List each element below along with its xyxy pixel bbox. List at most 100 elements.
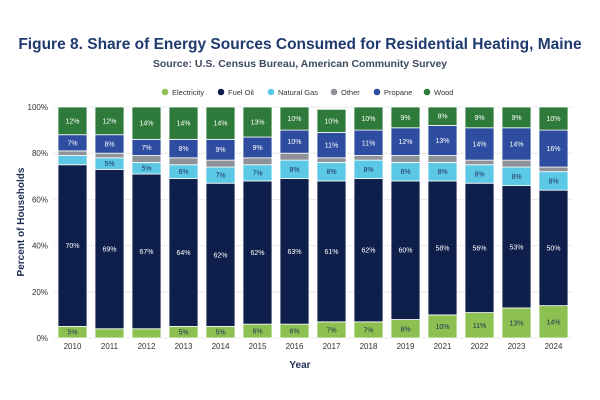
bar-segment — [464, 106, 495, 129]
bar-segment — [94, 328, 125, 339]
bar-segment — [316, 180, 347, 323]
legend-label: Wood — [434, 88, 453, 97]
data-label: 5% — [141, 166, 151, 173]
bar-segment — [316, 132, 347, 159]
data-label: 10% — [324, 118, 338, 125]
y-tick-label: 80% — [32, 149, 48, 158]
y-tick-label: 0% — [36, 334, 48, 343]
x-tick-label: 2014 — [212, 342, 230, 351]
data-label: 14% — [509, 141, 523, 148]
data-label: 63% — [287, 249, 301, 256]
x-axis-title: Year — [289, 360, 310, 371]
x-axis-ticks: 2010 2011 2012 2013 2014 2015 2016 2017 2018 2019… — [64, 342, 563, 351]
chart-subtitle: Source: U.S. Census Bureau, American Com… — [152, 58, 448, 70]
bar-segment — [94, 168, 125, 330]
data-label: 8% — [511, 174, 521, 181]
y-axis-ticks: 0% 20% 40% 60% 80% 100% — [28, 103, 48, 343]
x-tick-label: 2013 — [175, 342, 193, 351]
data-label: 9% — [215, 147, 225, 154]
legend-marker — [217, 88, 225, 96]
legend-label: Fuel Oil — [228, 88, 254, 97]
data-label: 12% — [65, 118, 79, 125]
bar-segment — [57, 150, 88, 156]
chart-title: Figure 8. Share of Energy Sources Consum… — [18, 36, 582, 53]
x-tick-label: 2024 — [545, 342, 563, 351]
data-label: 13% — [509, 320, 523, 327]
bar-segment — [316, 157, 347, 163]
bar-segment — [168, 106, 199, 140]
data-label: 9% — [252, 145, 262, 152]
bar-segment — [279, 152, 310, 161]
bar-segment — [168, 178, 199, 327]
bar-segment — [205, 106, 236, 140]
bar-segment — [501, 185, 532, 309]
data-label: 10% — [287, 139, 301, 146]
x-tick-label: 2011 — [101, 342, 119, 351]
data-label: 6% — [252, 329, 262, 336]
bar-segment — [242, 180, 273, 325]
bar-segment — [464, 159, 495, 166]
x-tick-label: 2021 — [434, 342, 452, 351]
legend-marker — [330, 88, 338, 96]
bar-segment — [353, 106, 384, 131]
data-label: 5% — [215, 330, 225, 337]
data-label: 64% — [176, 250, 190, 257]
bar-segment — [57, 164, 88, 327]
y-tick-label: 40% — [32, 242, 48, 251]
data-label: 67% — [139, 249, 153, 256]
data-label: 56% — [472, 245, 486, 252]
data-label: 14% — [139, 121, 153, 128]
data-label: 11% — [362, 140, 376, 147]
bar-segment — [390, 106, 421, 129]
bar-segment — [501, 106, 532, 129]
bar-segment — [427, 180, 458, 316]
data-label: 7% — [252, 170, 262, 177]
legend-label: Other — [341, 88, 360, 97]
bar-segment — [464, 127, 495, 161]
data-label: 8% — [178, 146, 188, 153]
data-label: 8% — [326, 169, 336, 176]
bar-segment — [168, 157, 199, 166]
bar-segment — [316, 108, 347, 133]
bar-segment — [390, 155, 421, 163]
data-label: 7% — [67, 140, 77, 147]
data-label: 9% — [474, 115, 484, 122]
data-label: 8% — [474, 171, 484, 178]
x-tick-label: 2015 — [249, 342, 267, 351]
data-label: 9% — [400, 115, 410, 122]
bar-segment — [538, 129, 569, 168]
y-tick-label: 100% — [28, 103, 48, 112]
data-label: 8% — [363, 167, 373, 174]
x-tick-label: 2023 — [508, 342, 526, 351]
data-label: 14% — [546, 319, 560, 326]
data-label: 8% — [289, 167, 299, 174]
bar-segment — [390, 127, 421, 156]
data-label: 6% — [178, 169, 188, 176]
bar-segment — [205, 159, 236, 168]
data-label: 7% — [215, 173, 225, 180]
data-label: 9% — [511, 115, 521, 122]
data-label: 70% — [65, 243, 79, 250]
bar-segment — [464, 312, 495, 339]
data-label: 8% — [400, 326, 410, 333]
legend-label: Natural Gas — [278, 88, 318, 97]
bar-segment — [501, 307, 532, 339]
data-label: 7% — [363, 327, 373, 334]
data-label: 62% — [361, 248, 375, 255]
legend-label: Propane — [384, 88, 412, 97]
bar-segment — [57, 106, 88, 136]
legend-marker — [373, 88, 381, 96]
bar-segment — [501, 159, 532, 168]
x-tick-label: 2016 — [286, 342, 304, 351]
data-label: 13% — [435, 138, 449, 145]
bar-segment — [501, 127, 532, 161]
data-label: 12% — [398, 139, 412, 146]
data-label: 10% — [361, 116, 375, 123]
bar-segment — [279, 106, 310, 131]
y-axis-title: Percent of Households — [16, 167, 27, 276]
data-label: 8% — [437, 169, 447, 176]
bar-segment — [94, 152, 125, 159]
bar-segment — [131, 106, 162, 140]
